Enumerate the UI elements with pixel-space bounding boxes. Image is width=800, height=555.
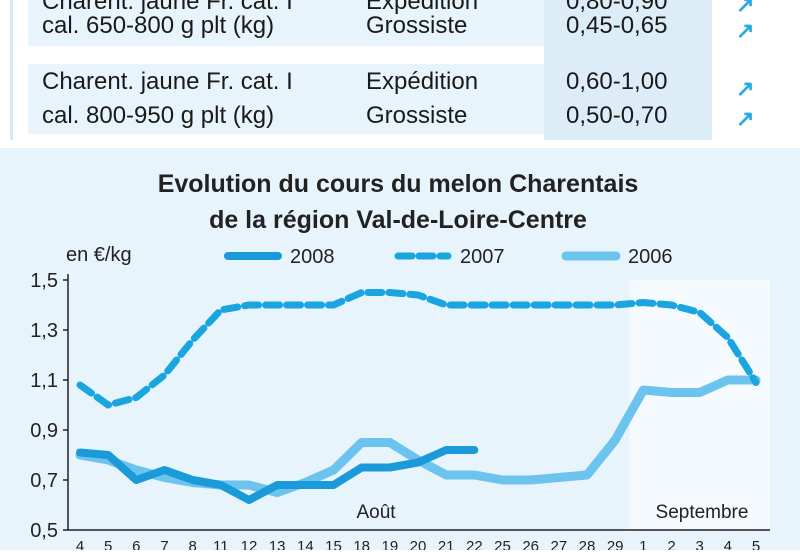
plot-area: 0,50,70,91,11,31,54 5 6 7 8 11 12 13 14 15 18 19 20 2… xyxy=(30,270,770,555)
x-tick-label: 29 xyxy=(607,538,624,550)
x-tick-label: 5 xyxy=(104,538,112,550)
table-row xyxy=(28,0,544,46)
series-line-2008 xyxy=(76,446,479,504)
price-value: 0,45-0,65 xyxy=(566,12,668,39)
x-tick-label: 25 xyxy=(494,538,511,550)
chart-legend: 2008 2007 2006 xyxy=(224,246,673,268)
x-tick-label: 11 xyxy=(213,538,229,550)
series-line-2007 xyxy=(76,289,760,409)
x-tick-label: 4 xyxy=(724,538,732,550)
y-tick-label: 1,3 xyxy=(30,320,58,342)
x-tick-label: 15 xyxy=(325,538,342,550)
month-label: Septembre xyxy=(656,502,749,523)
x-tick-label: 28 xyxy=(579,538,596,550)
price-value: 0,60-1,00 xyxy=(566,68,668,95)
x-tick-label: 19 xyxy=(381,538,398,550)
y-tick-label: 0,7 xyxy=(30,470,58,492)
up-arrow-icon: ↗ xyxy=(736,106,755,131)
x-tick-label: 21 xyxy=(438,538,455,550)
legend-label-2007: 2007 xyxy=(460,246,505,268)
chart-panel: Evolution du cours du melon Charentais d… xyxy=(0,148,800,555)
up-arrow-icon: ↗ xyxy=(736,76,755,101)
stage-label: Expédition xyxy=(366,68,479,95)
table-row xyxy=(28,64,544,134)
chart-title-line2: de la région Val-de-Loire-Centre xyxy=(209,206,587,234)
price-value: 0,50-0,70 xyxy=(566,102,668,129)
x-tick-label: 22 xyxy=(466,538,483,550)
y-tick-label: 1,1 xyxy=(30,370,58,392)
stage-label: Grossiste xyxy=(366,12,468,39)
x-tick-label: 2 xyxy=(667,538,675,550)
x-tick-label: 13 xyxy=(269,538,286,550)
x-tick-label: 8 xyxy=(188,538,196,550)
x-tick-label: 26 xyxy=(522,538,539,550)
x-tick-label: 27 xyxy=(550,538,567,550)
chart-title-line1: Evolution du cours du melon Charentais xyxy=(158,170,639,198)
september-band xyxy=(629,280,770,530)
table-left-rule xyxy=(10,0,13,140)
x-tick-label: 7 xyxy=(160,538,168,550)
x-tick-label: 3 xyxy=(695,538,703,550)
x-tick-label: 12 xyxy=(241,538,258,550)
x-tick-label: 5 xyxy=(752,538,760,550)
x-tick-label: 4 xyxy=(76,538,84,550)
legend-label-2008: 2008 xyxy=(290,246,335,268)
y-axis-unit-label: en €/kg xyxy=(66,244,132,266)
product-label: Charent. jaune Fr. cat. I xyxy=(42,0,293,15)
x-tick-label: 14 xyxy=(297,538,314,550)
y-tick-label: 0,5 xyxy=(30,520,58,542)
price-value: 0,80-0,90 xyxy=(566,0,668,15)
month-label: Août xyxy=(356,502,396,523)
price-table: Charent. jaune Fr. cat. I cal. 650-800 g… xyxy=(0,0,800,140)
x-tick-label: 1 xyxy=(639,538,647,550)
price-column-band xyxy=(544,0,712,140)
up-arrow-icon: ↗ xyxy=(736,0,755,17)
x-tick-label: 6 xyxy=(132,538,140,550)
stage-label: Expédition xyxy=(366,0,479,15)
stage-label: Grossiste xyxy=(366,102,468,129)
up-arrow-icon: ↗ xyxy=(736,18,755,43)
y-tick-label: 0,9 xyxy=(30,420,58,442)
price-evolution-chart: Evolution du cours du melon Charentais d… xyxy=(30,170,770,555)
x-tick-label: 18 xyxy=(353,538,370,550)
product-caliber: cal. 800-950 g plt (kg) xyxy=(42,102,275,129)
y-tick-label: 1,5 xyxy=(30,270,58,292)
product-caliber: cal. 650-800 g plt (kg) xyxy=(42,12,275,39)
product-label: Charent. jaune Fr. cat. I xyxy=(42,68,293,95)
x-tick-label: 20 xyxy=(410,538,427,550)
legend-label-2006: 2006 xyxy=(628,246,673,268)
